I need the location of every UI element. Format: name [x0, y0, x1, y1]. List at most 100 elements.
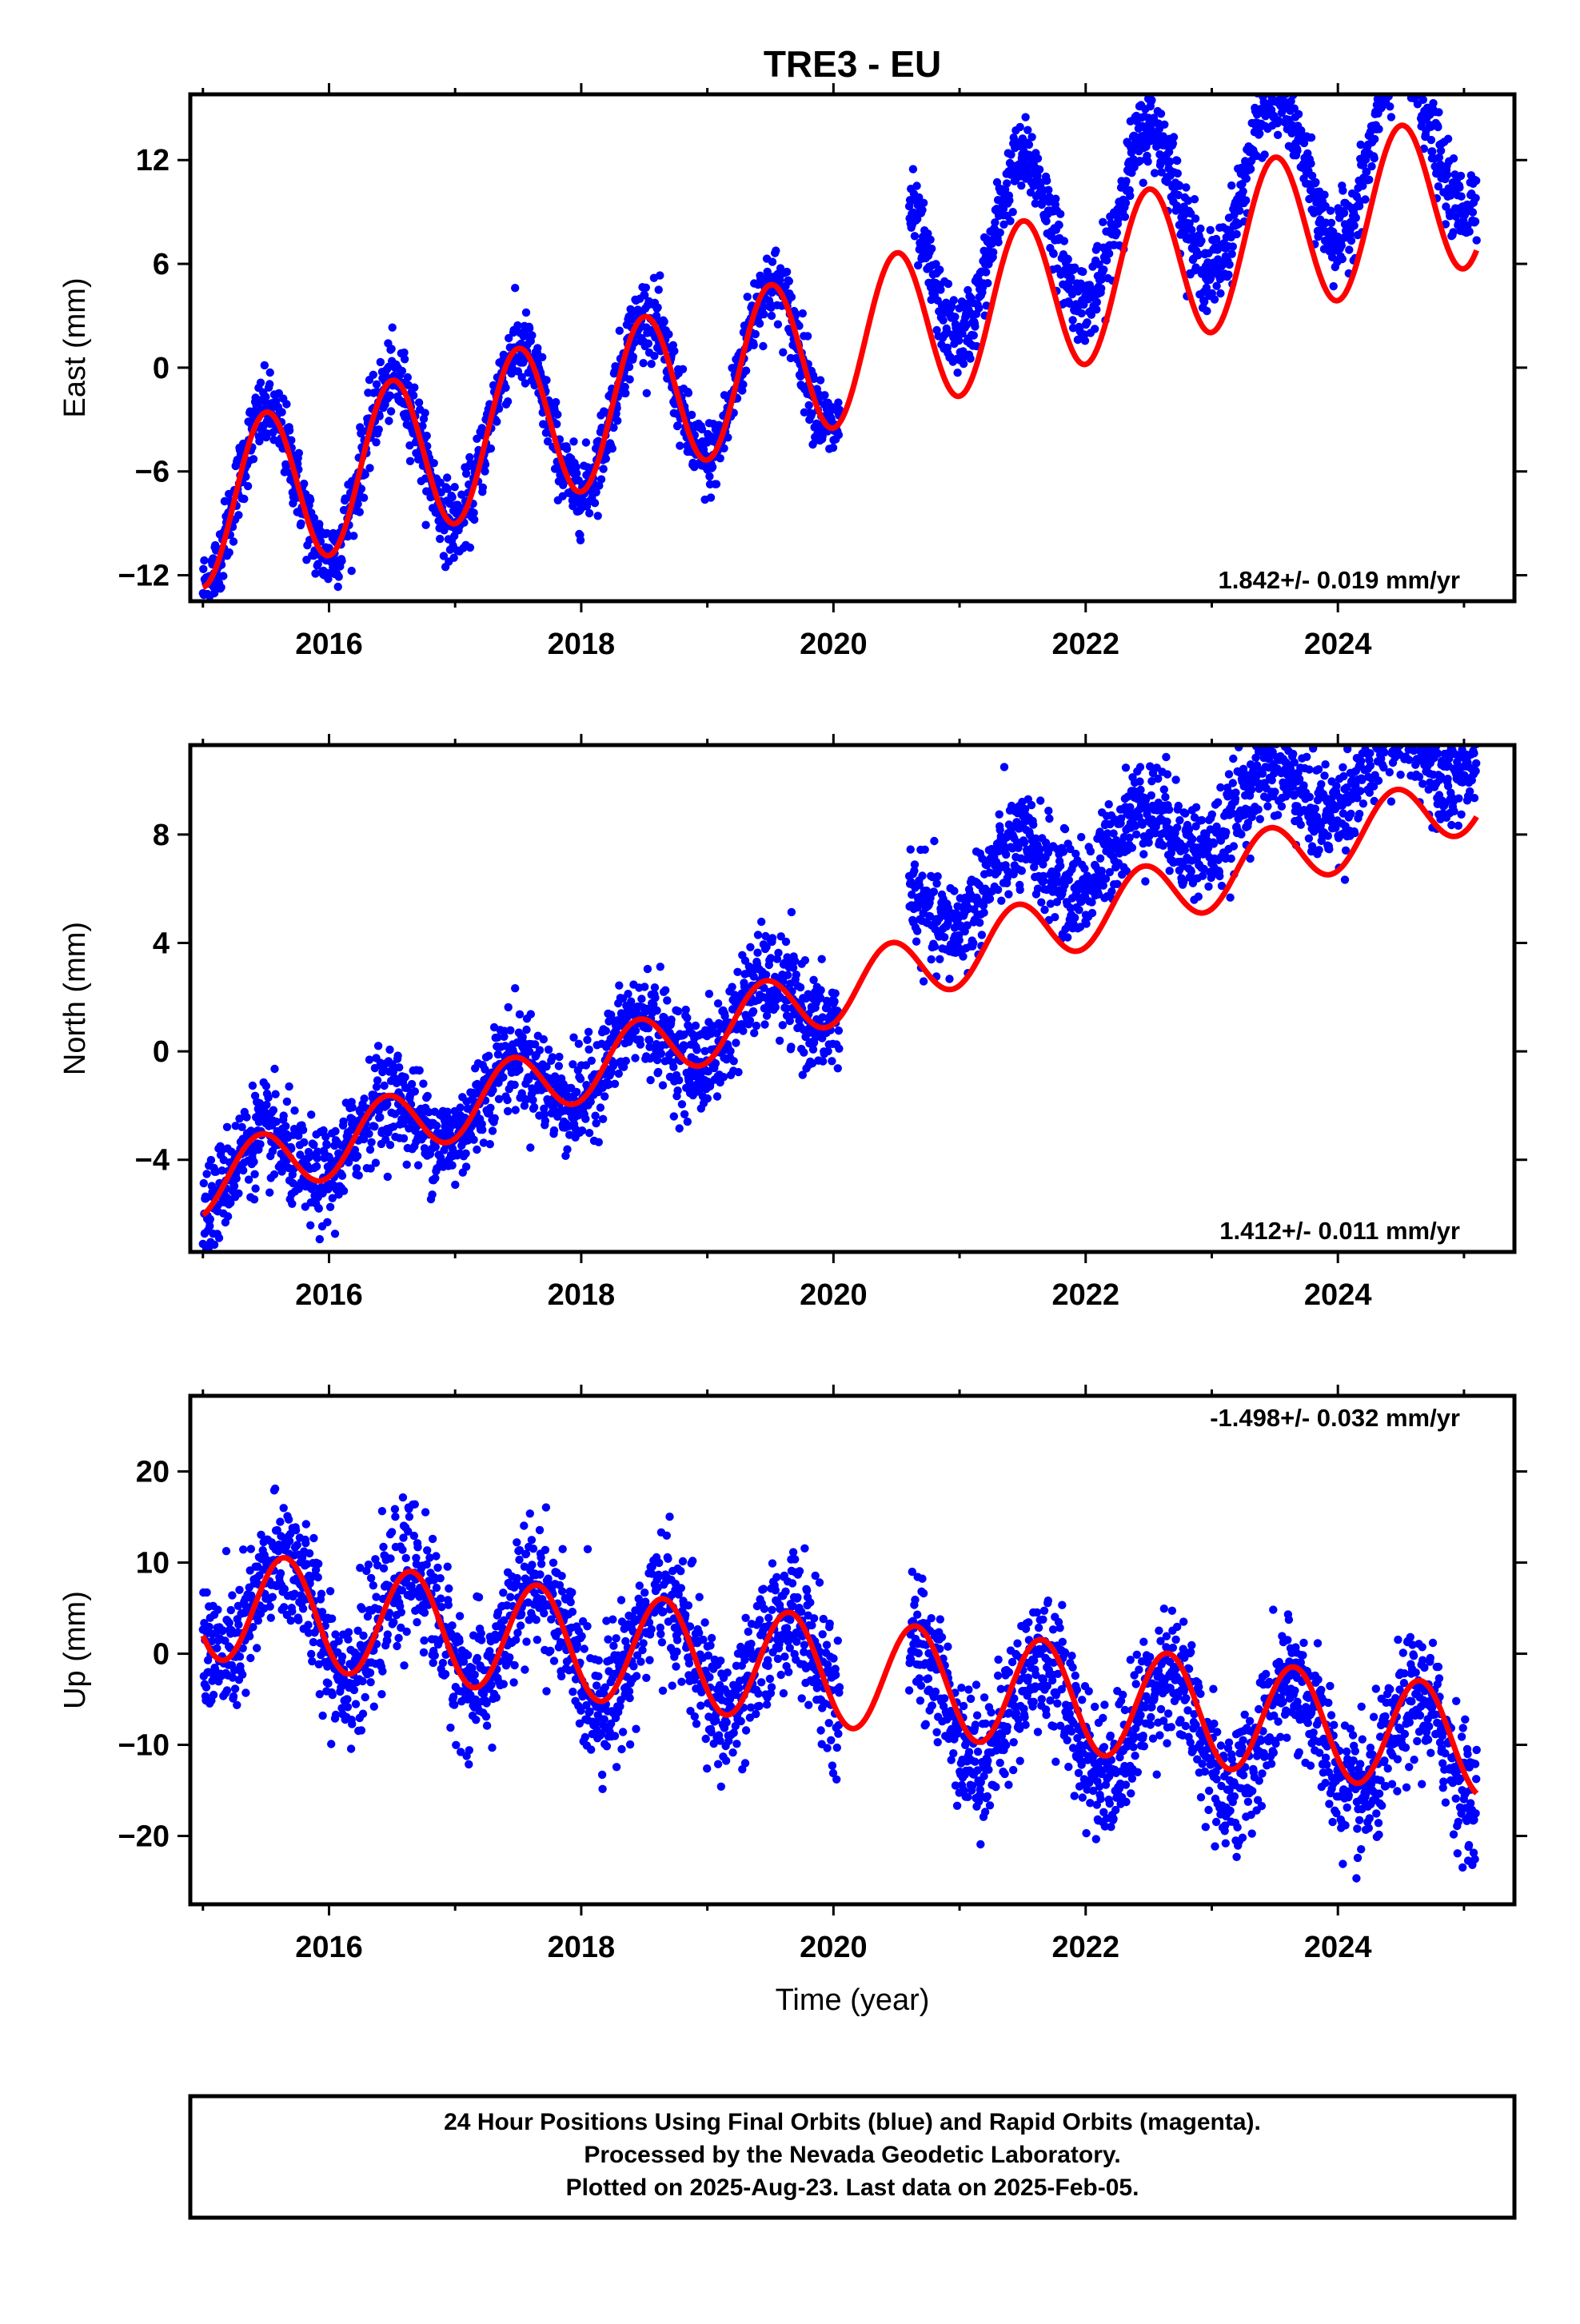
data-point — [834, 398, 842, 406]
data-point — [692, 1022, 700, 1030]
data-point — [1419, 96, 1427, 104]
data-point — [1197, 237, 1205, 245]
data-point — [1437, 146, 1445, 154]
data-point — [522, 309, 530, 317]
data-point — [1009, 208, 1017, 216]
data-point — [1449, 228, 1457, 236]
data-point — [1093, 298, 1101, 306]
data-point — [550, 1126, 558, 1134]
data-point — [976, 919, 984, 927]
data-point — [491, 1114, 499, 1122]
data-point — [1457, 172, 1465, 180]
data-point — [1040, 906, 1048, 914]
data-point — [470, 516, 478, 524]
data-point — [625, 363, 633, 371]
data-point — [573, 1088, 581, 1096]
data-point — [692, 1046, 700, 1054]
data-point — [555, 1062, 563, 1070]
data-point — [1320, 191, 1328, 199]
data-point — [473, 1146, 481, 1154]
data-point — [928, 245, 936, 253]
data-point — [545, 1046, 553, 1054]
data-point — [912, 181, 920, 189]
data-point — [1051, 195, 1059, 203]
y-axis-label: East (mm) — [58, 277, 92, 417]
data-point — [234, 511, 242, 519]
data-point — [1136, 763, 1144, 771]
data-point — [680, 1110, 688, 1118]
data-point — [511, 284, 519, 292]
data-point — [1340, 209, 1348, 217]
data-point — [762, 971, 770, 979]
data-point — [1122, 199, 1130, 207]
data-point — [600, 1092, 608, 1100]
data-point — [799, 309, 807, 317]
data-point — [348, 567, 356, 575]
data-point — [372, 438, 380, 446]
data-point — [1429, 99, 1437, 107]
data-point — [555, 1053, 563, 1061]
data-point — [642, 284, 650, 292]
data-point — [1444, 135, 1452, 143]
data-point — [934, 872, 942, 880]
data-point — [632, 1026, 640, 1034]
data-point — [499, 1073, 507, 1081]
data-point — [996, 229, 1004, 237]
data-point — [611, 1080, 619, 1088]
data-point — [820, 391, 828, 399]
data-point — [563, 444, 571, 452]
data-point — [1141, 877, 1149, 885]
data-point — [787, 1042, 795, 1050]
data-point — [746, 1016, 754, 1024]
data-point — [657, 1050, 665, 1058]
data-point — [656, 271, 664, 279]
data-point — [506, 1026, 514, 1034]
data-point — [783, 268, 791, 276]
data-point — [1082, 919, 1090, 927]
data-point — [353, 1164, 361, 1172]
data-point — [261, 393, 269, 401]
data-point — [421, 521, 429, 529]
data-point — [1042, 217, 1050, 225]
data-point — [256, 1140, 264, 1148]
data-point — [945, 975, 953, 983]
data-point — [652, 1007, 660, 1015]
data-point — [462, 1162, 470, 1170]
data-point — [1063, 933, 1071, 941]
data-point — [338, 1172, 346, 1180]
data-point — [921, 846, 929, 854]
data-point — [989, 248, 997, 256]
data-point — [705, 472, 713, 480]
data-point — [675, 1076, 683, 1084]
data-point — [768, 257, 776, 265]
data-point — [1466, 228, 1474, 236]
data-point — [419, 1079, 427, 1087]
data-point — [801, 956, 809, 964]
data-point — [1386, 102, 1394, 110]
data-point — [1311, 178, 1319, 186]
data-point — [510, 1081, 518, 1089]
data-point — [249, 1082, 257, 1090]
data-point — [754, 931, 762, 939]
data-point — [1229, 242, 1237, 250]
data-point — [759, 342, 767, 350]
data-point — [223, 1123, 231, 1131]
data-point — [1191, 195, 1199, 203]
data-point — [540, 1035, 548, 1043]
data-point — [367, 1138, 375, 1146]
data-point — [1307, 159, 1315, 167]
data-point — [1036, 796, 1044, 804]
data-point — [1105, 800, 1113, 808]
data-point — [244, 482, 252, 490]
data-point — [753, 949, 761, 957]
data-point — [608, 444, 616, 452]
data-point — [206, 1215, 214, 1223]
data-point — [462, 469, 470, 477]
data-point — [684, 1118, 692, 1126]
data-point — [913, 927, 921, 935]
data-point — [1045, 815, 1053, 823]
data-point — [1079, 268, 1087, 276]
data-point — [660, 317, 668, 325]
data-point — [1006, 217, 1014, 225]
data-point — [1056, 210, 1064, 218]
